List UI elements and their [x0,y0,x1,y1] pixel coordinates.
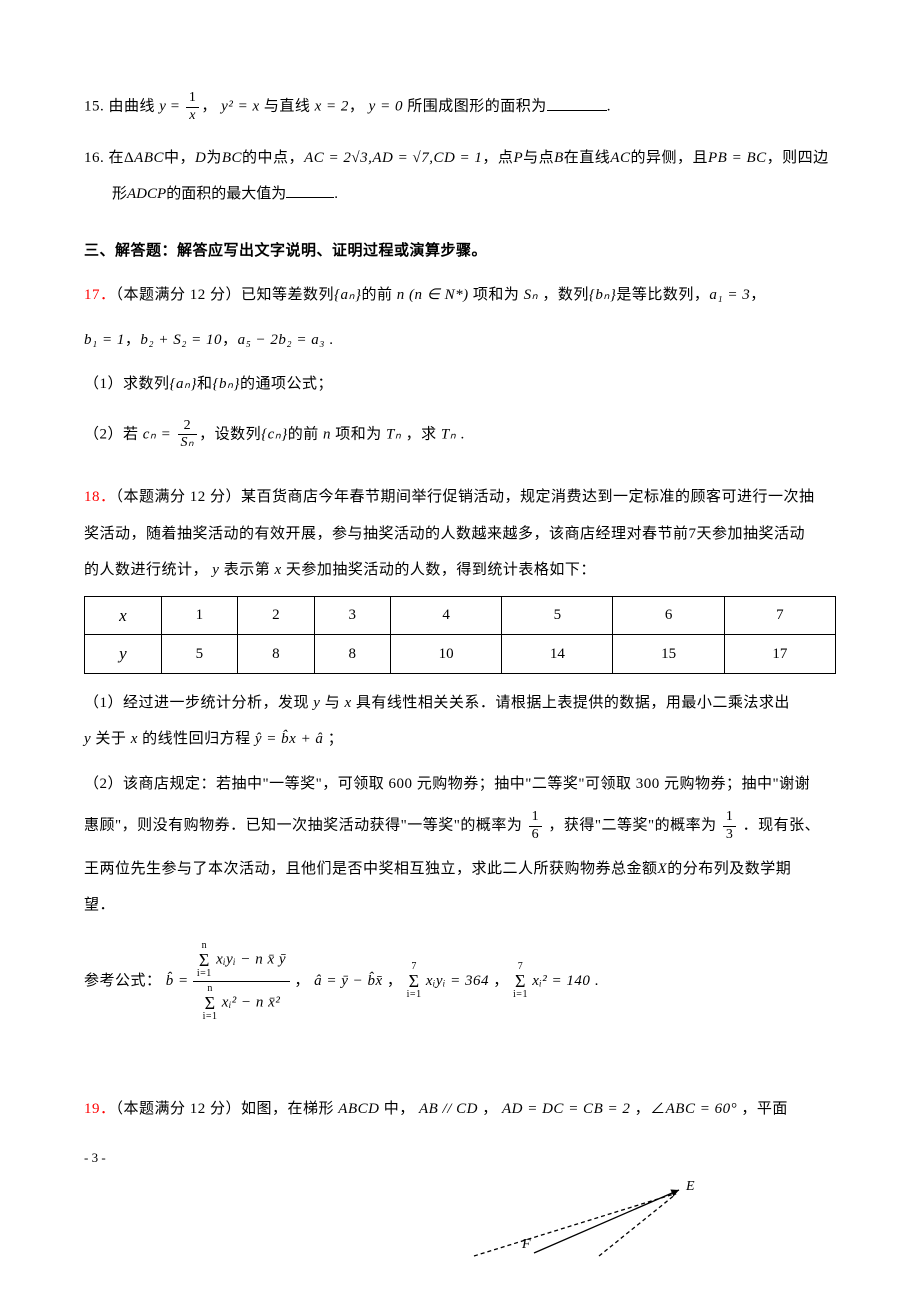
question-16-line2: 形ADCP的面积的最大值为. [112,183,836,206]
section-3-header: 三、解答题：解答应写出文字说明、证明过程或演算步骤。 [84,240,836,263]
question-17-part2: （2）若 cₙ = 2Sₙ，设数列{cₙ}的前 n 项和为 Tₙ ，求 Tₙ . [84,418,836,453]
q15-number: 15. [84,99,104,115]
question-18-p1-l3: 的人数进行统计， y 表示第 x 天参加抽奖活动的人数，得到统计表格如下： [84,559,836,582]
question-17-line2: b₁ = 1，b₂ + S₂ = 10，a₅ − 2b₂ = a₃ . [84,329,836,352]
q18-part2-l3: 王两位先生参与了本次活动，且他们是否中奖相互独立，求此二人所获购物券总金额X的分… [84,858,836,881]
q18-reference-formula: 参考公式： b̂ = nΣi=1 xᵢyᵢ − n x̄ ȳ nΣi=1 xᵢ²… [84,939,836,1024]
question-18-p1-l2: 奖活动，随着抽奖活动的有效开展，参与抽奖活动的人数越来越多，该商店经理对春节前7… [84,523,836,546]
question-19: 19．（本题满分 12 分）如图，在梯形 ABCD 中， AB // CD ， … [84,1098,836,1121]
bhat-fraction: nΣi=1 xᵢyᵢ − n x̄ ȳ nΣi=1 xᵢ² − n x̄² [193,939,290,1024]
q18-part2-l2: 惠顾"，则没有购物券．已知一次抽奖活动获得"一等奖"的概率为 16 ，获得"二等… [84,809,836,844]
table-row-x: x 1 2 3 4 5 6 7 [85,596,836,635]
q19-diagram: E F [424,1178,724,1258]
sigma-icon: nΣi=1 [203,984,218,1022]
q18-part2-l1: （2）该商店规定：若抽中"一等奖"，可领取 600 元购物券；抽中"二等奖"可领… [84,773,836,796]
frac-2-sn: 2Sₙ [178,418,198,453]
q17-number: 17． [84,287,116,303]
q18-number: 18． [84,489,116,505]
question-15: 15. 由曲线 y = 1 x ， y² = x 与直线 x = 2， y = … [84,90,836,125]
diagram-label-e: E [685,1179,695,1194]
blank-16 [286,183,334,198]
frac-1-x: 1 x [186,90,200,125]
sigma-icon: 7Σi=1 [513,962,528,1000]
q18-part2-l4: 望． [84,894,836,917]
question-17-intro: 17．（本题满分 12 分）已知等差数列{aₙ}的前 n (n ∈ N*) 项和… [84,284,836,307]
frac-1-3: 13 [723,809,737,844]
q16-number: 16. [84,150,104,166]
q18-part1-l1: （1）经过进一步统计分析，发现 y 与 x 具有线性相关关系．请根据上表提供的数… [84,692,836,715]
blank-15 [547,96,607,111]
frac-1-6: 16 [529,809,543,844]
diagram-label-f: F [521,1237,531,1252]
q18-data-table: x 1 2 3 4 5 6 7 y 5 8 8 10 14 15 17 [84,596,836,674]
question-18-p1-l1: 18．（本题满分 12 分）某百货商店今年春节期间举行促销活动，规定消费达到一定… [84,486,836,509]
sigma-icon: 7Σi=1 [407,962,422,1000]
q18-part1-l2: y 关于 x 的线性回归方程 ŷ = b̂x + â ； [84,728,836,751]
question-16-line1: 16. 在ΔABC中，D为BC的中点，AC = 2√3,AD = √7,CD =… [84,147,836,170]
q19-number: 19． [84,1101,116,1117]
sigma-icon: nΣi=1 [197,941,212,979]
page-footer: - 3 - [84,1148,836,1168]
table-row-y: y 5 8 8 10 14 15 17 [85,635,836,674]
question-17-part1: （1）求数列{aₙ}和{bₙ}的通项公式； [84,373,836,396]
